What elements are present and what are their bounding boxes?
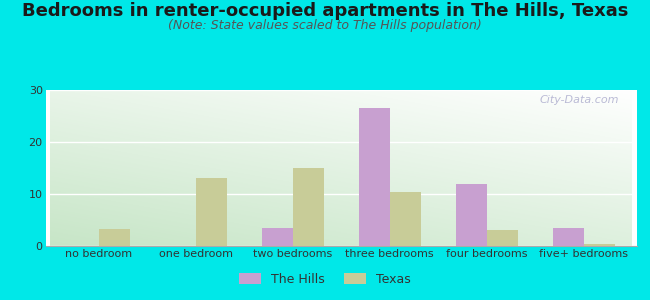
Bar xyxy=(390,192,421,246)
Legend: The Hills, Texas: The Hills, Texas xyxy=(234,268,416,291)
Bar xyxy=(359,108,390,246)
Bar xyxy=(552,228,584,246)
Bar xyxy=(487,230,518,246)
Bar xyxy=(584,244,615,246)
Text: City-Data.com: City-Data.com xyxy=(540,95,619,105)
Bar xyxy=(292,168,324,246)
Text: Bedrooms in renter-occupied apartments in The Hills, Texas: Bedrooms in renter-occupied apartments i… xyxy=(22,2,628,20)
Bar xyxy=(262,228,292,246)
Bar xyxy=(196,178,227,246)
Text: (Note: State values scaled to The Hills population): (Note: State values scaled to The Hills … xyxy=(168,20,482,32)
Bar xyxy=(456,184,487,246)
Bar xyxy=(99,229,130,246)
